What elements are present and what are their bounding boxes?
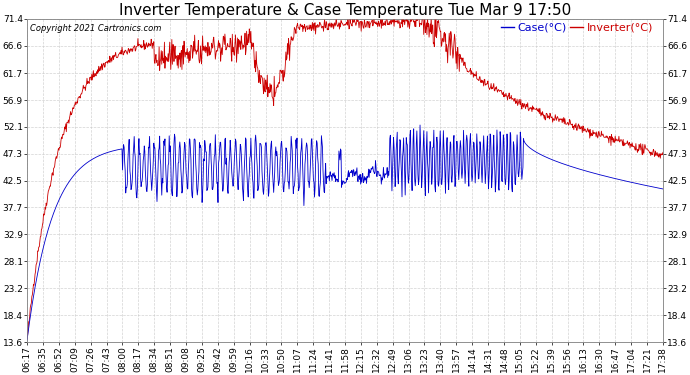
Title: Inverter Temperature & Case Temperature Tue Mar 9 17:50: Inverter Temperature & Case Temperature … (119, 3, 571, 18)
Text: Copyright 2021 Cartronics.com: Copyright 2021 Cartronics.com (30, 24, 161, 33)
Legend: Case(°C), Inverter(°C): Case(°C), Inverter(°C) (496, 18, 658, 37)
